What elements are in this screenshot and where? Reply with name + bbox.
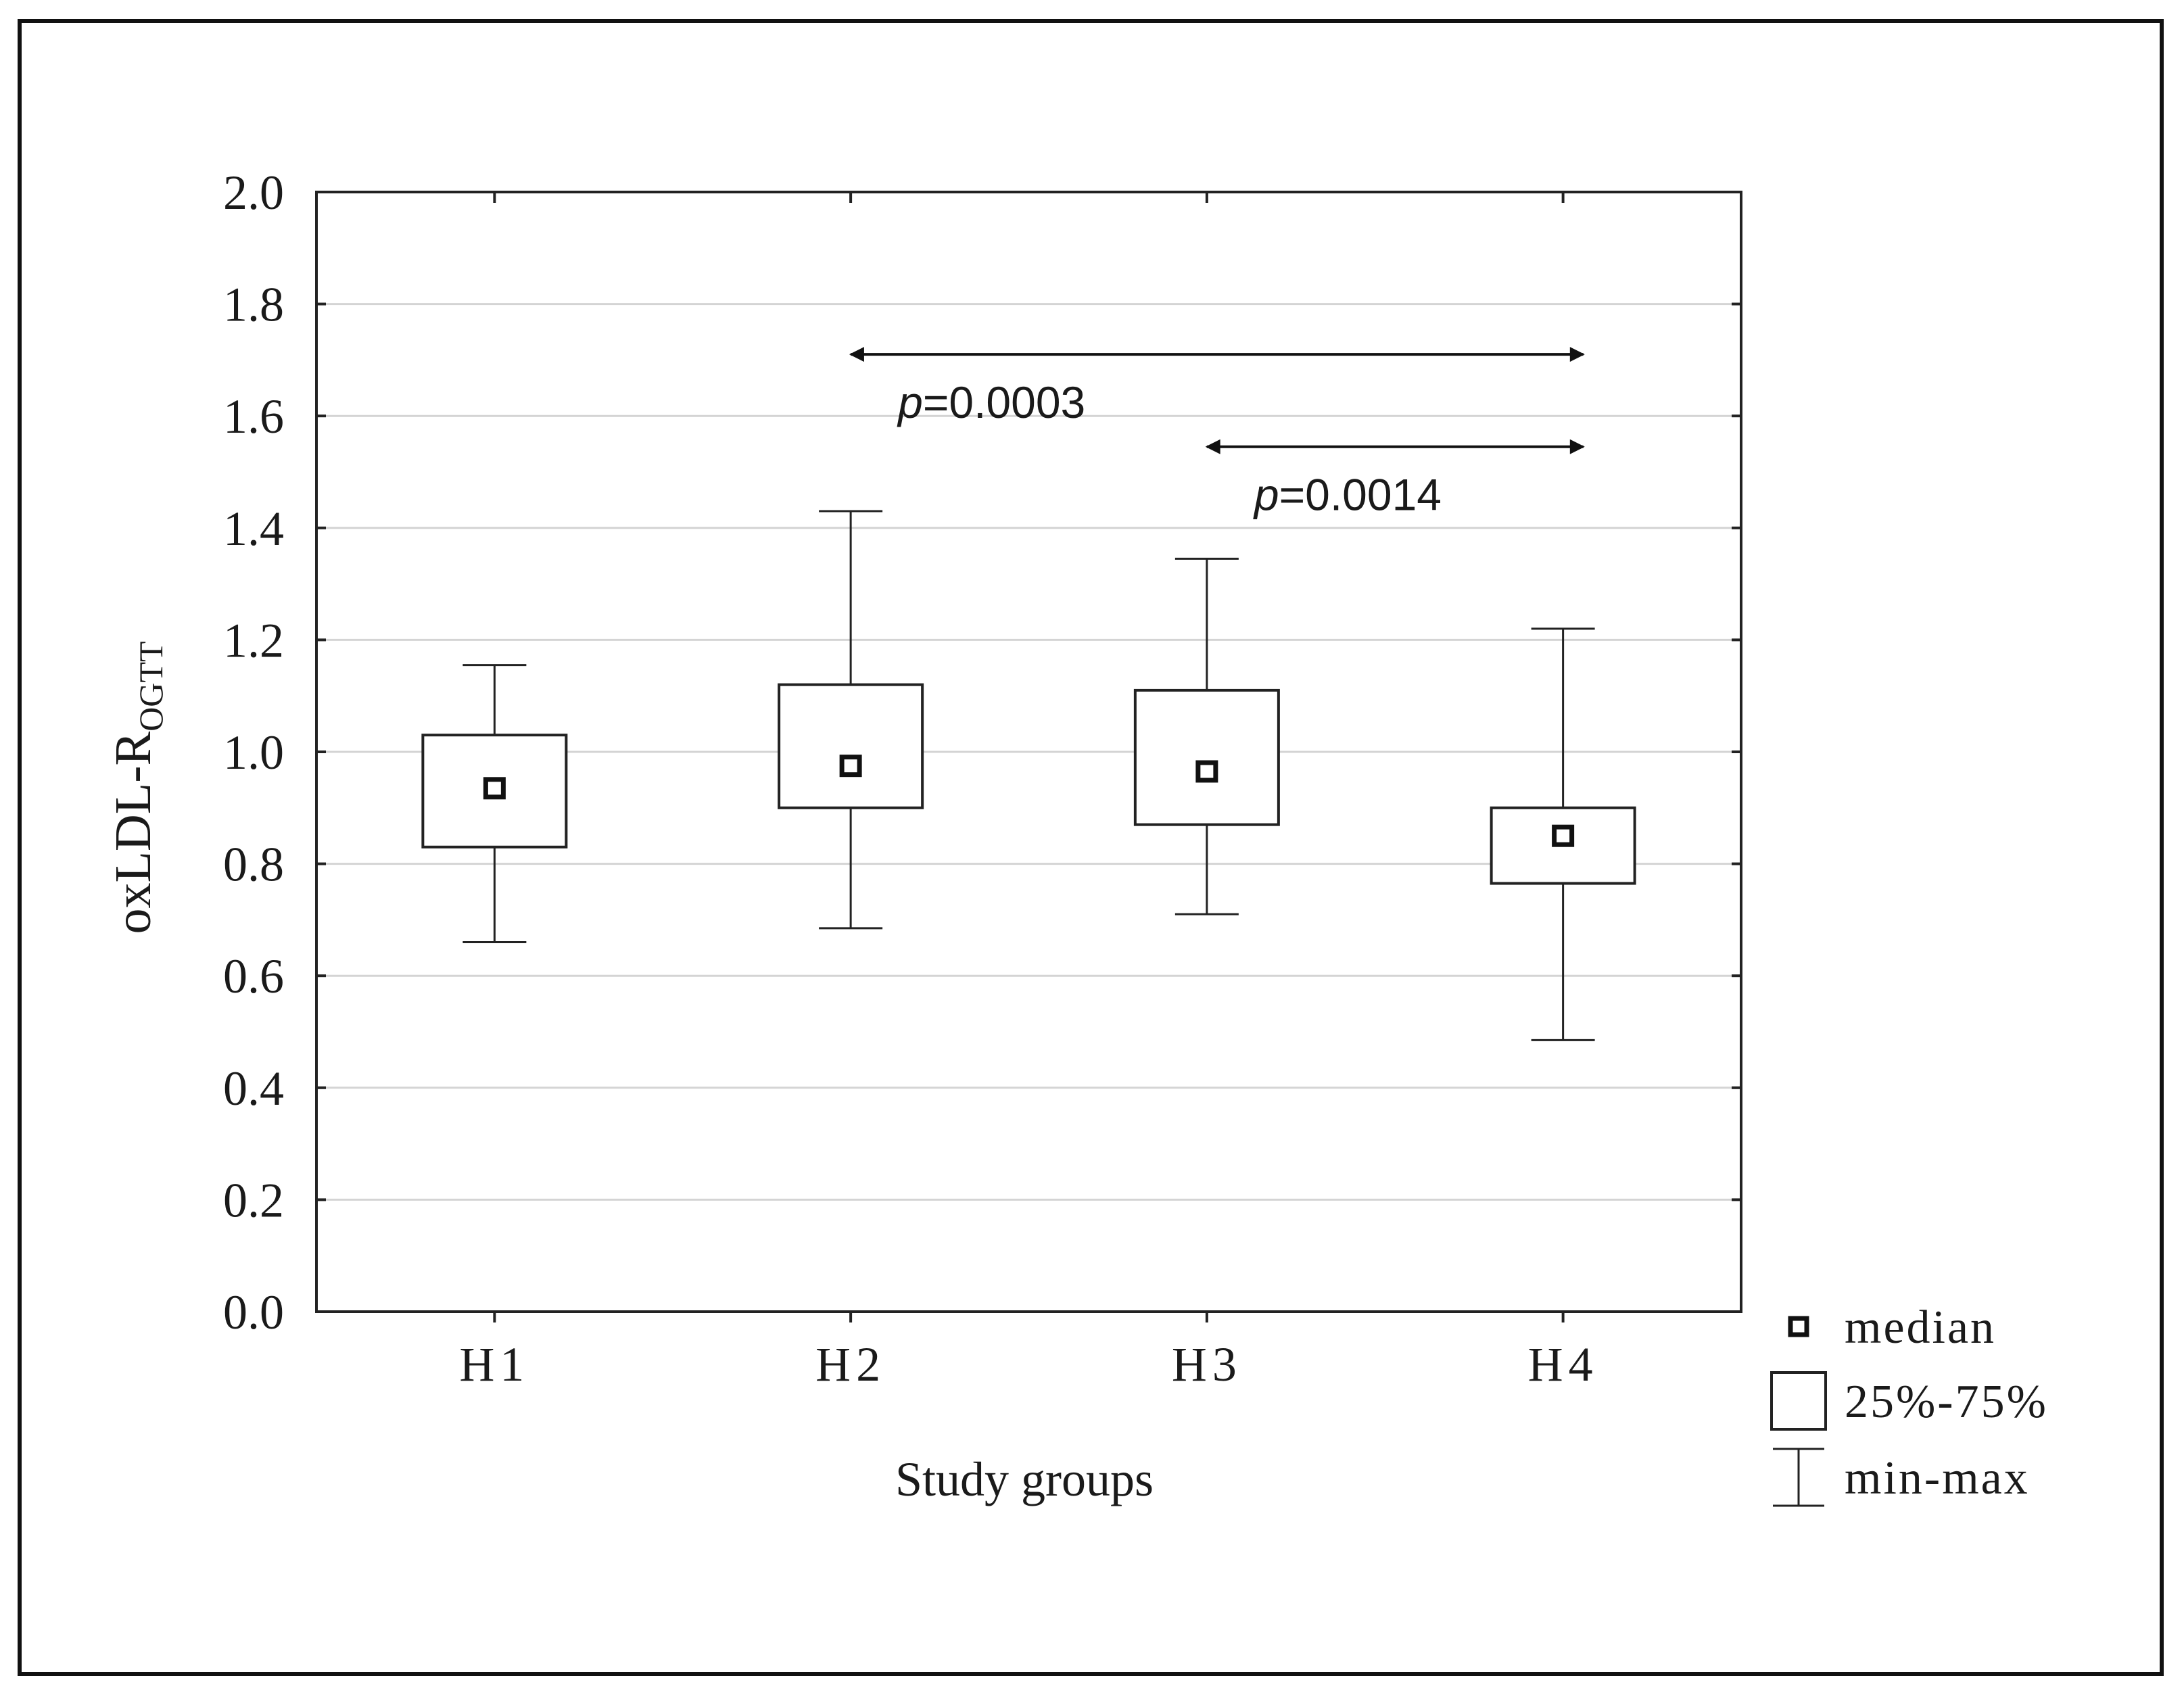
y-tick-label: 0.8	[223, 838, 284, 892]
y-axis-title-subscript: OGTT	[132, 641, 170, 731]
box-h4	[1490, 627, 1636, 1041]
x-tick-label: H2	[815, 1337, 886, 1391]
median-marker	[1552, 824, 1575, 847]
x-axis-title: Study groups	[895, 1452, 1154, 1506]
iqr-box	[1133, 688, 1280, 826]
y-tick-label: 1.6	[223, 389, 284, 444]
legend-item-box: 25%-75%	[1770, 1371, 2048, 1431]
p-symbol: p	[1253, 470, 1279, 520]
legend-box-symbol	[1770, 1371, 1827, 1431]
figure-frame	[18, 19, 2164, 1676]
comparison-h2-h4: p=0.0003	[849, 347, 1585, 427]
legend-item-whisker: min-max	[1773, 1448, 2030, 1507]
box-h2	[778, 510, 924, 930]
y-tick-label: 0.2	[223, 1173, 284, 1227]
legend-item-median-square: median	[1788, 1302, 1996, 1354]
y-tick-label: 1.0	[223, 725, 284, 780]
median-marker	[483, 777, 506, 800]
y-axis-title-main: oxLDL-R	[105, 731, 162, 934]
y-tick-label: 0.4	[223, 1062, 284, 1116]
x-tick-label: H4	[1528, 1337, 1598, 1391]
box-h3	[1133, 557, 1280, 915]
x-axis: H1 H2 H3 H4	[459, 192, 1598, 1391]
legend-label: min-max	[1845, 1452, 2030, 1504]
y-tick-label: 1.4	[223, 502, 284, 556]
p-value-label: p=0.0003	[897, 377, 1085, 427]
y-tick-label: 1.2	[223, 613, 284, 667]
median-marker	[1195, 760, 1218, 783]
legend-label: median	[1845, 1302, 1996, 1354]
comparison-h3-h4: p=0.0014	[1205, 439, 1585, 520]
legend-label: 25%-75%	[1845, 1376, 2048, 1428]
y-tick-label: 0.6	[223, 949, 284, 1003]
p-value: =0.0014	[1279, 470, 1442, 520]
box-series	[421, 510, 1636, 1041]
median-marker	[839, 755, 862, 778]
y-axis-title: oxLDL-ROGTT	[105, 641, 170, 934]
p-value-label: p=0.0014	[1253, 470, 1442, 520]
box-h1	[421, 664, 568, 944]
legend: median 25%-75% min-max	[1770, 1302, 2048, 1507]
x-tick-label: H1	[459, 1337, 529, 1391]
y-tick-label: 2.0	[223, 166, 284, 220]
y-tick-label: 1.8	[223, 278, 284, 332]
y-axis: 0.0 0.2 0.4 0.6 0.8 1.0 1.2 1.4 1.6 1.8 2.0	[223, 166, 1741, 1339]
y-tick-label: 0.0	[223, 1285, 284, 1339]
p-symbol: p	[897, 377, 923, 427]
iqr-box	[778, 683, 924, 809]
p-value: =0.0003	[923, 377, 1085, 427]
legend-median-symbol	[1788, 1316, 1809, 1337]
x-tick-label: H3	[1172, 1337, 1242, 1391]
plot-area-frame	[315, 191, 1742, 1313]
